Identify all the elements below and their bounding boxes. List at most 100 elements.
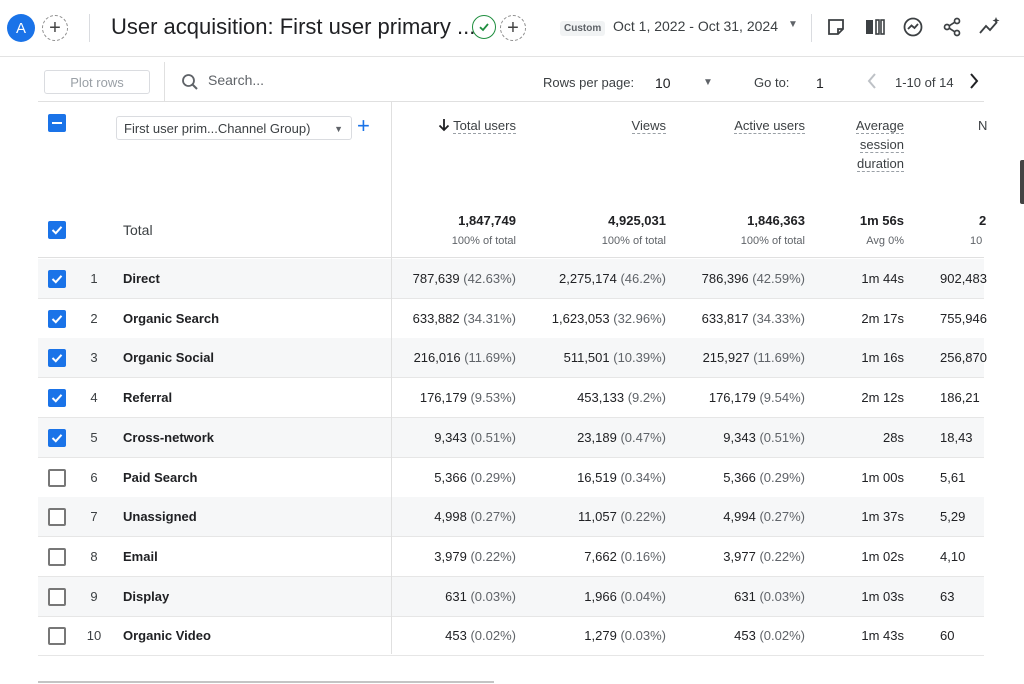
cell-value: 4,998 — [434, 509, 467, 525]
sparkle-trend-icon[interactable] — [977, 14, 1003, 40]
table-row[interactable]: 7 Unassigned 4,998 (0.27%) 11,057 (0.22%) 4,… — [38, 497, 984, 538]
annotation-icon[interactable] — [823, 14, 849, 40]
table-row[interactable]: 5 Cross-network 9,343 (0.51%) 23,189 (0.47%… — [38, 417, 984, 458]
cell-value: 215,927 — [702, 350, 750, 366]
cell-value: 2m 17s — [861, 310, 904, 326]
date-range-picker[interactable]: Oct 1, 2022 - Oct 31, 2024 — [613, 18, 778, 34]
total-active-users-sub: 100% of total — [740, 235, 805, 247]
totals-label: Total — [123, 222, 153, 238]
chevron-down-icon[interactable]: ▼ — [703, 77, 713, 88]
cell-active-users: 5,366 (0.29%) — [723, 470, 805, 485]
cell-value: 3,977 — [723, 548, 756, 564]
table-row[interactable]: 4 Referral 176,179 (9.53%) 453,133 (9.2%) 17… — [38, 378, 984, 419]
cell-views: 7,662 (0.16%) — [584, 549, 666, 564]
cell-avg-session: 1m 00s — [861, 470, 904, 485]
search-icon — [181, 73, 199, 96]
plot-rows-button[interactable]: Plot rows — [44, 70, 150, 94]
row-checkbox[interactable] — [48, 349, 66, 368]
insights-icon[interactable] — [900, 14, 926, 40]
total-users-sub: 100% of total — [451, 235, 516, 247]
compare-columns-icon[interactable] — [862, 14, 888, 40]
add-icon[interactable]: + — [500, 15, 526, 41]
verified-check-icon[interactable] — [472, 15, 496, 39]
cell-value: 1m 03s — [861, 588, 904, 604]
cell-percent: (0.51%) — [470, 429, 516, 445]
column-header-views[interactable]: Views — [631, 116, 666, 135]
total-users-value: 1,847,749 — [458, 213, 516, 228]
column-header-total-users[interactable]: Total users — [438, 116, 516, 137]
column-header-label: session — [859, 137, 904, 153]
cell-percent: (42.59%) — [752, 271, 805, 286]
column-header-active-users[interactable]: Active users — [734, 116, 805, 135]
horizontal-scrollbar[interactable] — [38, 681, 494, 683]
table-row[interactable]: 2 Organic Search 633,882 (34.31%) 1,623,053… — [38, 299, 987, 339]
cell-value: 176,179 — [419, 390, 467, 406]
column-header-label: Views — [631, 118, 666, 134]
cell-value: 453,133 — [577, 390, 625, 406]
table-row[interactable]: 10 Organic Video 453 (0.02%) 1,279 (0.03%) 4… — [38, 616, 984, 657]
add-dimension-icon[interactable]: + — [357, 113, 370, 138]
row-checkbox[interactable] — [48, 508, 66, 527]
row-checkbox[interactable] — [48, 389, 66, 408]
table-row[interactable]: 9 Display 631 (0.03%) 1,966 (0.04%) 631 (0.0… — [38, 576, 984, 617]
goto-page-input[interactable]: 1 — [816, 75, 824, 91]
totals-checkbox[interactable] — [48, 221, 66, 239]
row-checkbox[interactable] — [48, 587, 66, 606]
cell-cut: 755,946 — [940, 310, 987, 326]
column-divider — [391, 102, 392, 654]
cell-percent: (0.04%) — [620, 588, 666, 604]
row-checkbox[interactable] — [48, 468, 66, 487]
cell-value: 1m 00s — [861, 469, 904, 485]
cell-percent: (9.54%) — [759, 390, 805, 406]
row-checkbox[interactable] — [48, 428, 66, 447]
cell-percent: (34.33%) — [752, 310, 805, 326]
row-index: 6 — [90, 469, 98, 485]
cell-value: 511,501 — [563, 350, 610, 366]
column-header-avg-session-duration[interactable]: Average session duration — [855, 116, 904, 173]
cell-value: 453 — [734, 628, 756, 644]
channel-name: Organic Video — [123, 628, 211, 644]
cell-avg-session: 2m 17s — [861, 311, 904, 326]
table-row[interactable]: 8 Email 3,979 (0.22%) 7,662 (0.16%) 3,977 (0… — [38, 537, 984, 577]
cell-percent: (10.39%) — [613, 350, 666, 366]
cell-cut: 186,21 — [940, 390, 980, 406]
cell-percent: (0.22%) — [470, 548, 516, 564]
table-row[interactable]: 1 Direct 787,639 (42.63%) 2,275,174 (46.2%)… — [38, 259, 987, 299]
cell-percent: (42.63%) — [463, 271, 516, 286]
cell-value: 631 — [734, 588, 756, 604]
side-panel-handle[interactable] — [1020, 160, 1024, 204]
cell-cut: 5,29 — [940, 509, 966, 525]
table-row[interactable]: 3 Organic Social 216,016 (11.69%) 511,501 (… — [38, 338, 987, 379]
cell-total-users: 631 (0.03%) — [445, 589, 516, 604]
table-row[interactable]: 6 Paid Search 5,366 (0.29%) 16,519 (0.34%) 5… — [38, 458, 984, 498]
dimension-dropdown[interactable]: First user prim...Channel Group) ▼ — [116, 116, 352, 140]
cell-cut: 4,10 — [940, 548, 966, 564]
chevron-down-icon[interactable]: ▼ — [788, 19, 798, 30]
cell-avg-session: 1m 03s — [861, 589, 904, 604]
cell-percent: (0.47%) — [620, 429, 666, 445]
select-all-checkbox[interactable] — [48, 114, 66, 132]
rows-per-page-select[interactable]: 10 — [655, 75, 671, 91]
row-index: 3 — [90, 350, 98, 366]
cell-value: 1m 16s — [861, 350, 904, 366]
cell-percent: (0.29%) — [470, 469, 516, 485]
row-checkbox[interactable] — [48, 547, 66, 566]
chevron-left-icon[interactable] — [866, 72, 878, 95]
row-checkbox[interactable] — [48, 309, 66, 328]
column-header-cut[interactable]: N — [978, 116, 987, 135]
cell-percent: (0.16%) — [620, 548, 666, 564]
goto-label: Go to: — [754, 75, 790, 90]
cell-value: 633,882 — [412, 310, 460, 326]
cell-percent: (0.34%) — [620, 469, 666, 485]
cell-avg-session: 1m 44s — [861, 271, 904, 286]
row-checkbox[interactable] — [48, 270, 66, 288]
search-input[interactable] — [208, 72, 408, 88]
account-avatar[interactable]: A — [7, 14, 35, 42]
add-comparison-icon[interactable]: + — [42, 15, 68, 41]
cell-cut: 18,43 — [940, 429, 973, 445]
cell-active-users: 631 (0.03%) — [734, 589, 805, 604]
chevron-right-icon[interactable] — [968, 72, 980, 95]
divider — [811, 14, 812, 42]
share-icon[interactable] — [939, 14, 965, 40]
row-checkbox[interactable] — [48, 627, 66, 646]
